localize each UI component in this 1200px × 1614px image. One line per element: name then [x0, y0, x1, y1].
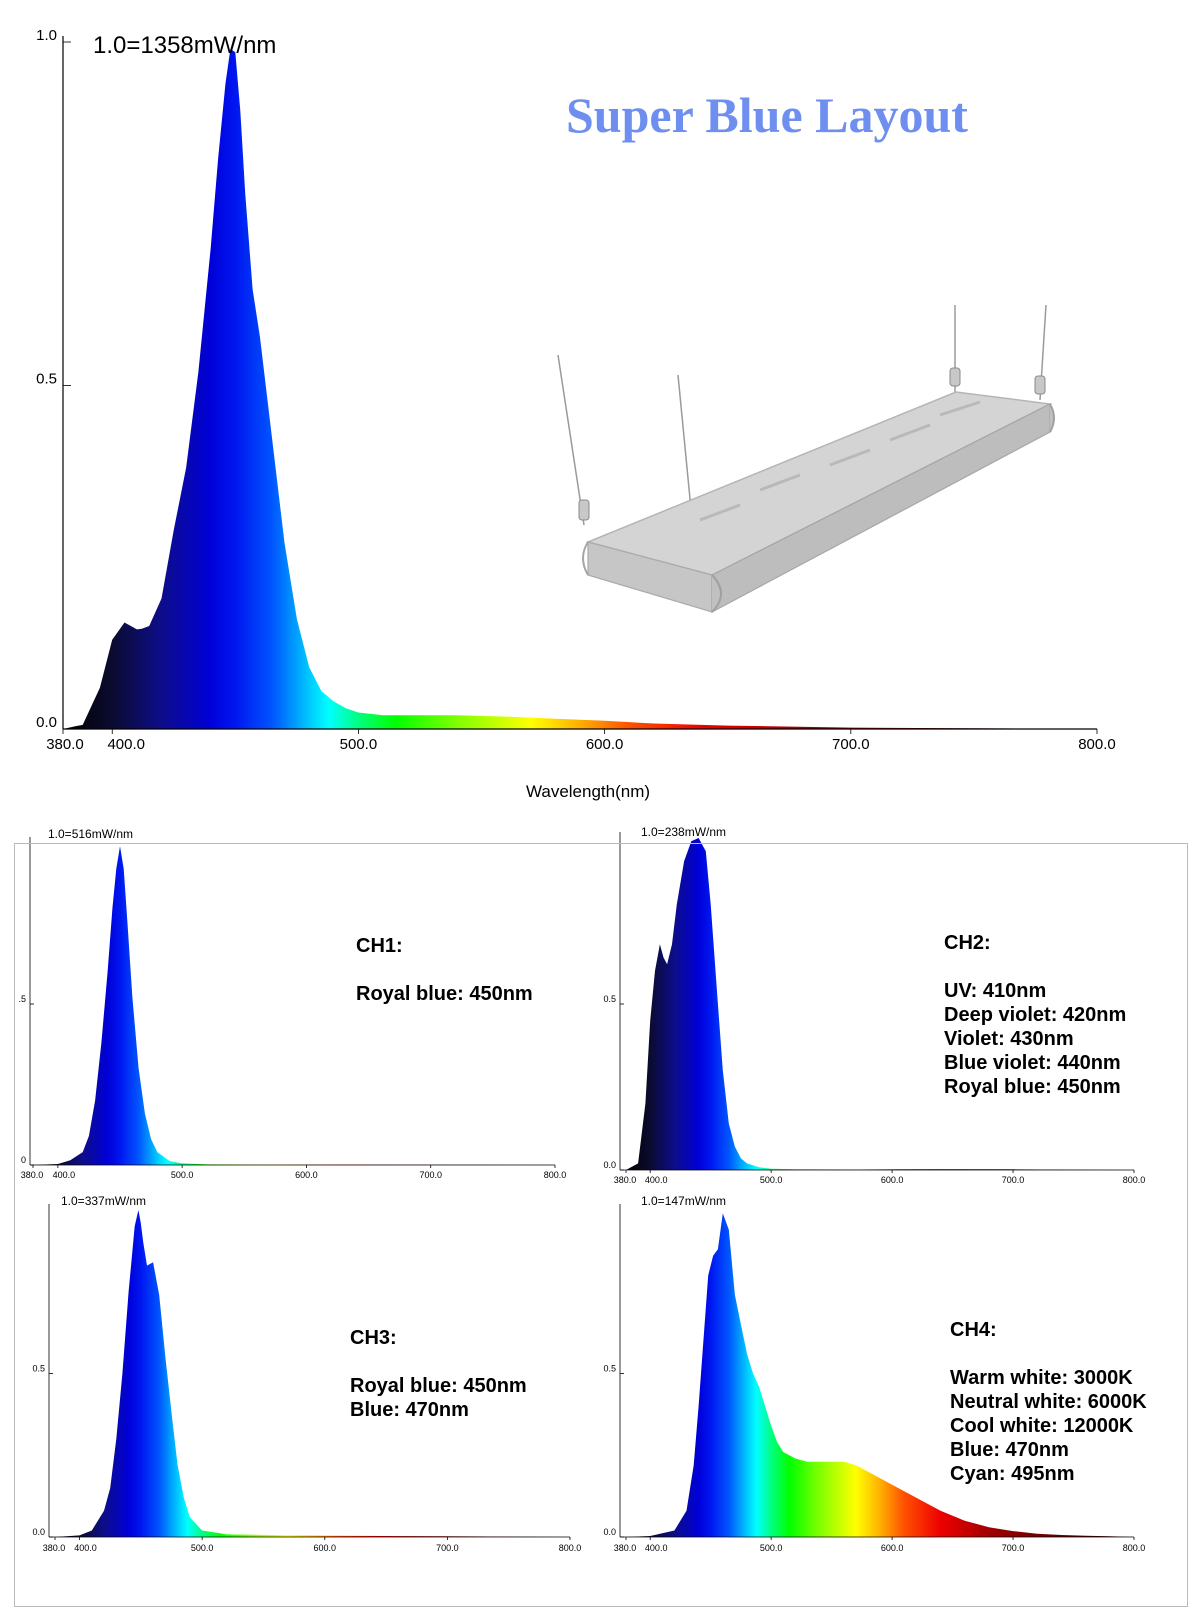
x-tick-label: 400.0 [645, 1175, 668, 1185]
x-tick-label: 800.0 [1078, 736, 1116, 753]
channel-description-ch3: CH3: Royal blue: 450nm Blue: 470nm [350, 1326, 527, 1422]
channel-line: Royal blue: 450nm [356, 983, 533, 1005]
chart-ch4: 380.0 400.0 500.0 600.0 700.0 800.0 0.5 0.0 1.0=… [603, 1194, 1145, 1553]
channel-heading: CH2: [944, 932, 991, 954]
spectrum-area-ch3 [55, 1210, 570, 1537]
x-tick-label: 700.0 [1002, 1175, 1025, 1185]
x-tick-label: 500.0 [340, 736, 378, 753]
x-tick-label: 400.0 [645, 1543, 668, 1553]
channel-line: Violet: 430nm [944, 1028, 1074, 1050]
channel-line: Blue: 470nm [950, 1439, 1069, 1461]
y-tick-label: 0.0 [603, 1527, 616, 1537]
channel-description-ch4: CH4: Warm white: 3000K Neutral white: 60… [950, 1318, 1147, 1486]
channel-line: Cyan: 495nm [950, 1463, 1075, 1485]
chart-total: 380.0 400.0 500.0 600.0 700.0 800.0 0.0 0.5 1.0 1… [36, 27, 1116, 801]
channel-description-ch2: CH2: UV: 410nm Deep violet: 420nm Violet… [944, 931, 1126, 1099]
chart-ch2: 380.0 400.0 500.0 600.0 700.0 800.0 0.5 0.0 1.0=… [603, 825, 1145, 1185]
x-tick-label: 600.0 [313, 1543, 336, 1553]
y-tick-label: 0.5 [36, 371, 57, 388]
x-tick-label: 400.0 [53, 1170, 76, 1180]
y-tick-label: 0.5 [32, 1364, 45, 1374]
x-axis-label: Wavelength(nm) [526, 782, 650, 801]
channel-line: Deep violet: 420nm [944, 1004, 1127, 1026]
channel-heading: CH1: [356, 935, 403, 957]
channel-description-ch1: CH1: Royal blue: 450nm [356, 934, 533, 1006]
y-tick-label: 1.0 [36, 27, 57, 44]
channel-heading: CH3: [350, 1327, 397, 1349]
scale-label: 1.0=147mW/nm [641, 1194, 726, 1208]
x-tick-label: 600.0 [295, 1170, 318, 1180]
channel-line: Blue violet: 440nm [944, 1052, 1121, 1074]
x-tick-label: 800.0 [544, 1170, 567, 1180]
scale-label: 1.0=516mW/nm [48, 827, 133, 841]
x-tick-label: 500.0 [171, 1170, 194, 1180]
x-tick-label: 400.0 [107, 736, 145, 753]
spectrum-area-ch2 [626, 838, 1134, 1170]
led-fixture-image [557, 304, 1055, 613]
x-tick-label: 800.0 [559, 1543, 582, 1553]
x-tick-label: 380.0 [614, 1543, 637, 1553]
x-tick-label: 700.0 [419, 1170, 442, 1180]
chart-ch3: 380.0 400.0 500.0 600.0 700.0 800.0 0.5 0.0 1.0=… [32, 1194, 581, 1553]
x-tick-label: 700.0 [436, 1543, 459, 1553]
channel-line: Neutral white: 6000K [950, 1391, 1147, 1413]
y-tick-label: 0.5 [603, 1364, 616, 1374]
y-tick-label: 0.0 [36, 714, 57, 731]
scale-label: 1.0=238mW/nm [641, 825, 726, 839]
channel-line: Royal blue: 450nm [944, 1076, 1121, 1098]
x-tick-label: 380.0 [614, 1175, 637, 1185]
x-tick-label: 800.0 [1123, 1175, 1146, 1185]
x-tick-label: 500.0 [191, 1543, 214, 1553]
x-tick-label: 800.0 [1123, 1543, 1146, 1553]
x-tick-label: 500.0 [760, 1543, 783, 1553]
y-tick-label: .5 [18, 994, 26, 1004]
x-tick-label: 380.0 [43, 1543, 66, 1553]
scale-label: 1.0=337mW/nm [61, 1194, 146, 1208]
y-tick-label: 0.5 [603, 994, 616, 1004]
x-tick-label: 400.0 [74, 1543, 97, 1553]
channel-line: Warm white: 3000K [950, 1367, 1133, 1389]
channel-panels-frame [14, 843, 1188, 1607]
x-tick-label: 380.0 [46, 736, 84, 753]
x-tick-label: 600.0 [881, 1543, 904, 1553]
x-tick-label: 500.0 [760, 1175, 783, 1185]
spectrum-area-ch4 [626, 1213, 1134, 1537]
x-tick-label: 700.0 [1002, 1543, 1025, 1553]
channel-line: Cool white: 12000K [950, 1415, 1134, 1437]
y-tick-label: 0 [21, 1155, 26, 1165]
chart-ch1: 380.0 400.0 500.0 600.0 700.0 800.0 .5 0 1.0=516… [18, 827, 566, 1180]
x-tick-label: 380.0 [21, 1170, 44, 1180]
y-tick-label: 0.0 [32, 1527, 45, 1537]
scale-label: 1.0=1358mW/nm [93, 32, 276, 59]
x-tick-label: 600.0 [881, 1175, 904, 1185]
page-title: Super Blue Layout [566, 87, 968, 143]
channel-heading: CH4: [950, 1319, 997, 1341]
channel-line: Royal blue: 450nm [350, 1375, 527, 1397]
spectrum-area-total [63, 48, 1097, 729]
channel-line: UV: 410nm [944, 980, 1047, 1002]
y-tick-label: 0.0 [603, 1160, 616, 1170]
x-tick-label: 700.0 [832, 736, 870, 753]
x-tick-label: 600.0 [586, 736, 624, 753]
channel-line: Blue: 470nm [350, 1399, 469, 1421]
